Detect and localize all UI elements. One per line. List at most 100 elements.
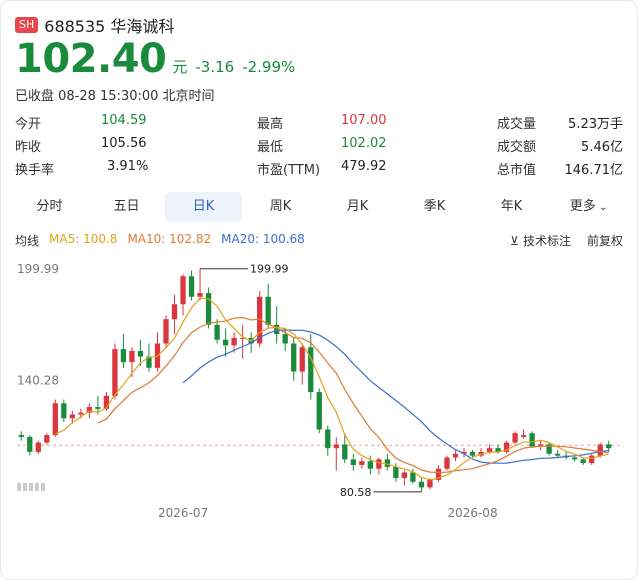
prev-close-label: 昨收 [15,140,42,155]
price-block: 102.40 元 -3.16 -2.99% [15,39,295,79]
candle [359,457,365,469]
low-label: 最低 [257,140,284,155]
candle [231,332,237,353]
candle-body [52,403,58,436]
candle-body [308,347,314,393]
candle-body [350,459,356,465]
candle-body [95,407,101,409]
prev-close-value: 105.56 [101,136,147,151]
candle [18,431,24,441]
candle-body [367,461,373,469]
volume-value: 5.23万手 [568,117,623,132]
candle [308,334,314,400]
candle [188,270,195,301]
pe-value: 479.92 [341,159,387,174]
low-value: 102.02 [341,136,387,151]
candle-body [291,343,297,372]
tab-monthly-k[interactable]: 月K [346,199,369,214]
candle [572,455,578,462]
candle [52,399,58,437]
tab-yearly-k[interactable]: 年K [500,199,523,214]
candle [376,457,382,475]
tab-more[interactable]: 更多 ⌄ [550,192,627,222]
x-tick-label: 2026-07 [158,506,208,520]
period-tabs: 分时 五日 日K 周K 月K 季K 年K 更多 ⌄ [11,192,627,222]
candle-body [597,444,603,456]
candle [367,455,373,475]
candle [401,470,408,486]
candle-body [452,453,459,458]
candle [112,343,118,400]
candle [529,431,535,449]
candle-body [503,442,510,452]
candles-group [18,268,612,492]
tab-daily-k[interactable]: 日K [165,192,242,222]
candle-body [555,453,561,456]
candle [520,429,527,439]
candle-body [274,324,280,335]
candle-body [461,451,467,454]
ma20-value: MA20: 100.68 [221,232,305,246]
candle [171,294,178,335]
candle-body [299,347,305,372]
candle [197,268,203,301]
chart-tools: ⊻ 技术标注 前复权 [510,232,623,249]
candle-body [401,472,408,479]
tab-weekly-k[interactable]: 周K [269,199,292,214]
volume-label: 成交量 [497,117,537,132]
candle [265,283,271,329]
adjust-button[interactable]: 前复权 [586,234,623,248]
candle-body [27,436,33,452]
candle-body [427,479,433,488]
stats-row: 昨收 105.56 最低 102.02 成交额 5.46亿 [15,136,627,159]
ma20-line [182,329,609,464]
candle-body [316,392,322,430]
candle-body [384,459,391,467]
candle-body [197,293,203,297]
candle-body [112,349,118,396]
candle-body [78,412,84,415]
candle [61,399,67,422]
candle [606,440,612,452]
candle-body [69,414,75,419]
high-value: 107.00 [341,113,387,128]
watermark-icon [17,483,45,491]
candle-body [572,457,578,460]
max-annotation: 199.99 [250,263,288,276]
candle [27,435,33,456]
candle [35,440,41,454]
candle [325,425,331,456]
market-cap-label: 总市值 [497,163,537,178]
candle-body [86,407,93,413]
candle [512,431,518,445]
min-annotation: 80.58 [340,486,372,499]
tab-timeshare[interactable]: 分时 [36,199,63,214]
candle-body [222,339,229,346]
indicator-button[interactable]: ⊻ 技术标注 [510,232,571,249]
candle [180,274,186,316]
candle [546,442,552,456]
candle-body [444,457,450,469]
amount-value: 5.46亿 [581,140,623,155]
y-tick-label: 140.28 [17,373,59,387]
candle-body [537,444,544,447]
ma5-line [55,297,609,481]
candle-body [120,349,127,363]
candle [316,388,322,434]
tab-five-day[interactable]: 五日 [113,199,140,214]
tab-quarterly-k[interactable]: 季K [423,199,446,214]
candle [461,448,467,458]
turnover-value: 3.91% [107,159,149,174]
candle-body [146,356,152,368]
candle [274,306,280,344]
market-status: 已收盘 08-28 15:30:00 北京时间 [15,89,215,104]
candle-body [239,337,246,339]
kline-chart[interactable]: 199.99 140.28 2026-07 2026-08 199.99 80.… [1,251,637,541]
candle [469,450,476,458]
ma-label: 均线 [15,234,40,248]
high-label: 最高 [257,117,284,132]
candle [129,347,135,378]
market-badge: SH [15,17,39,33]
candle [478,448,484,458]
candle-body [359,461,365,465]
